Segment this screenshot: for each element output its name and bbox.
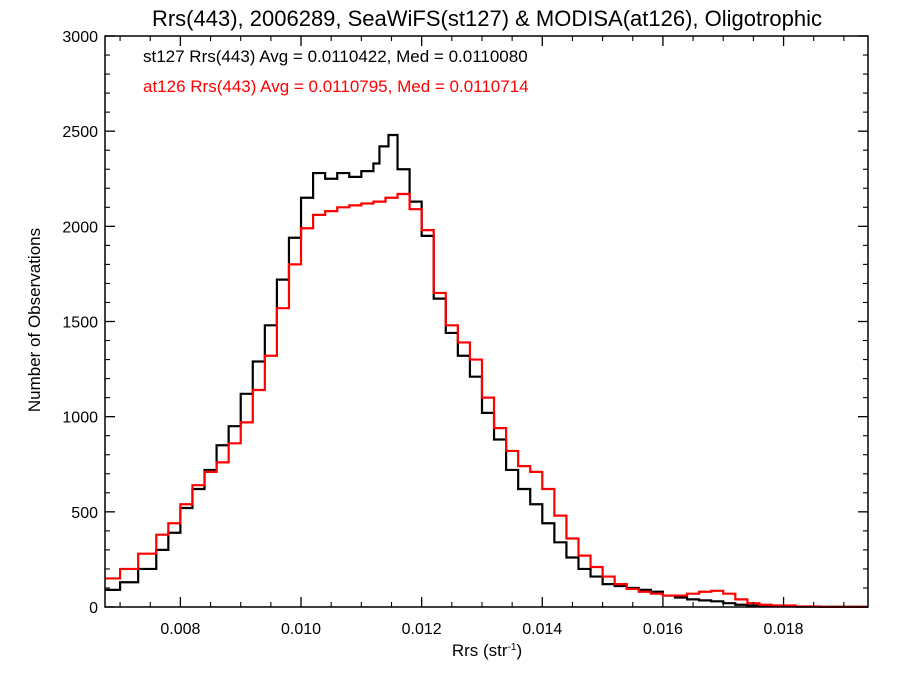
series-at126-histogram xyxy=(105,192,868,608)
y-tick-label: 3000 xyxy=(62,29,98,46)
x-tick-label: 0.010 xyxy=(281,621,321,638)
x-tick-label: 0.018 xyxy=(764,621,804,638)
x-axis-label: Rrs (str-1) xyxy=(452,641,522,660)
y-tick-label: 2500 xyxy=(62,124,98,141)
y-axis: 0 500 1000 1500 2000 2500 3000 xyxy=(62,29,868,617)
y-tick-label: 1000 xyxy=(62,410,98,427)
x-tick-label: 0.008 xyxy=(160,621,200,638)
y-tick-label: 500 xyxy=(71,505,98,522)
plot-area xyxy=(105,133,868,608)
y-tick-label: 2000 xyxy=(62,219,98,236)
y-tick-label: 0 xyxy=(89,600,98,617)
legend-line-st127: st127 Rrs(443) Avg = 0.0110422, Med = 0.… xyxy=(143,47,528,66)
x-axis: 0.008 0.010 0.012 0.014 0.016 0.018 xyxy=(119,36,845,638)
y-axis-label: Number of Observations xyxy=(25,228,44,412)
series-st127-histogram xyxy=(105,133,868,608)
x-axis-label-superscript: -1 xyxy=(508,642,517,653)
chart-title: Rrs(443), 2006289, SeaWiFS(st127) & MODI… xyxy=(152,6,822,31)
x-tick-label: 0.016 xyxy=(643,621,683,638)
x-tick-label: 0.012 xyxy=(402,621,442,638)
y-tick-label: 1500 xyxy=(62,315,98,332)
legend-line-at126: at126 Rrs(443) Avg = 0.0110795, Med = 0.… xyxy=(143,77,529,96)
x-tick-label: 0.014 xyxy=(522,621,562,638)
